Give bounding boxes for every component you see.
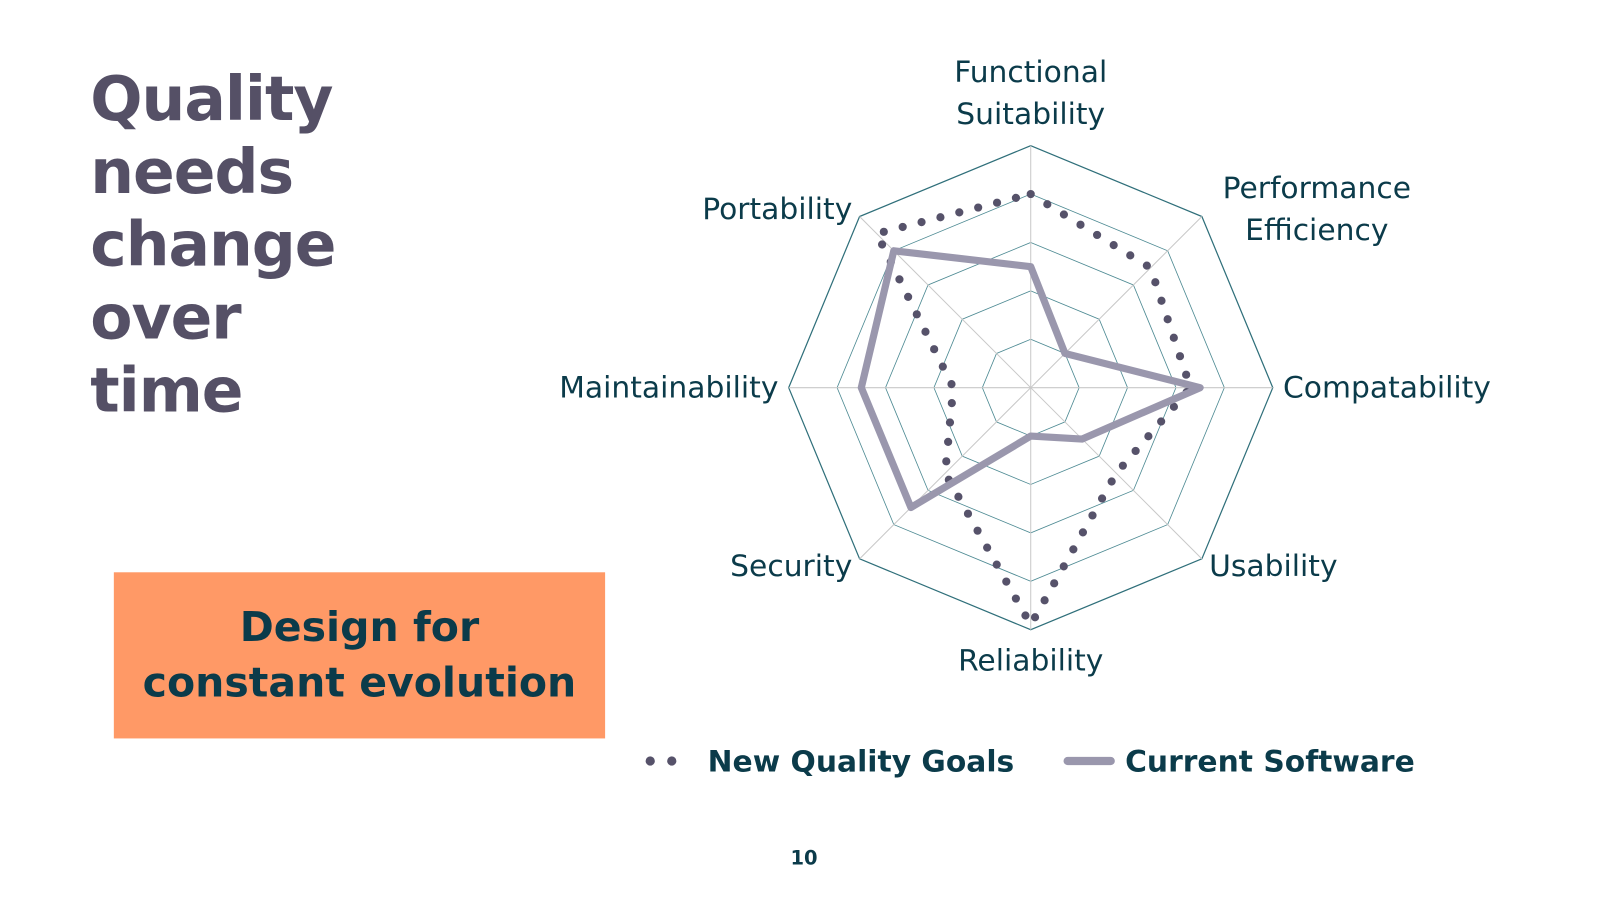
axis-label: Compatability: [1283, 369, 1491, 405]
series-line: [857, 247, 1204, 512]
page-number: 10: [790, 847, 818, 870]
callout-text: Design for constant evolution: [142, 604, 577, 707]
axis-label: Portability: [702, 191, 853, 227]
legend-label: New Quality Goals: [707, 743, 1015, 779]
spoke: [859, 387, 1032, 560]
callout-box: Design for constant evolution: [113, 572, 606, 739]
axis-label: Maintainability: [559, 369, 779, 405]
spoke: [1030, 387, 1203, 560]
axis-label: Security: [730, 548, 853, 583]
slide-title: Quality needs change over time: [90, 63, 336, 427]
axis-label: Reliability: [958, 643, 1104, 678]
axis-label: Functional Suitability: [954, 54, 1108, 132]
legend-label: Current Software: [1125, 743, 1415, 779]
spoke: [1030, 216, 1203, 389]
axis-label: Usability: [1209, 548, 1338, 583]
axis-label: Performance Efficiency: [1222, 170, 1412, 248]
spoke: [859, 216, 1032, 389]
